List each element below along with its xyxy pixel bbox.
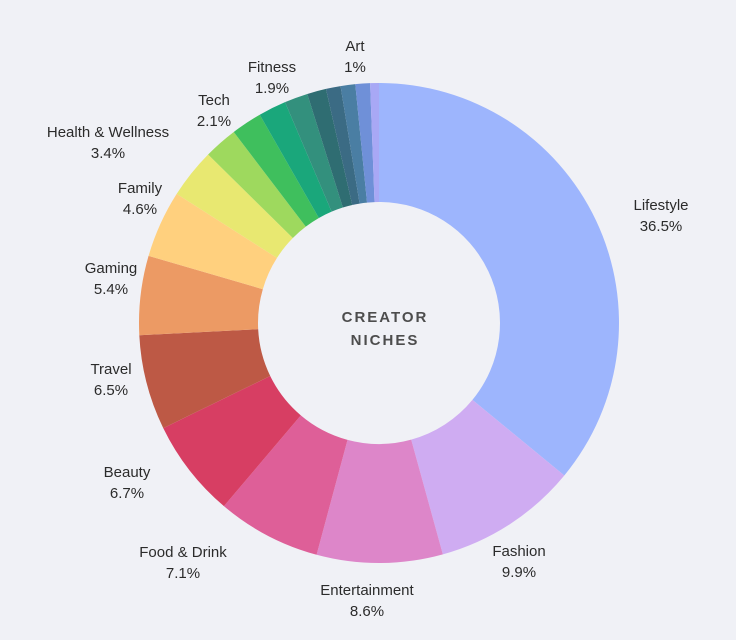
slice-lifestyle (379, 83, 619, 476)
slice-travel (139, 329, 271, 429)
slice-fitness (259, 102, 332, 218)
slice-unlabeled-9 (208, 131, 306, 239)
slice-label-value: 1.9% (255, 80, 289, 97)
slice-label-name: Lifestyle (633, 197, 688, 214)
slice-unlabeled-13 (307, 88, 353, 208)
slice-label-value: 8.6% (350, 603, 384, 620)
slice-label-value: 5.4% (94, 281, 128, 298)
slice-label-name: Entertainment (320, 582, 414, 599)
slice-label-value: 4.6% (123, 201, 157, 218)
slice-fashion (411, 399, 565, 555)
slice-label-name: Beauty (104, 464, 151, 481)
slice-beauty (163, 376, 301, 507)
center-label-line-2: NICHES (351, 332, 420, 349)
slice-label-value: 6.5% (94, 382, 128, 399)
slice-label-name: Health & Wellness (47, 124, 169, 141)
slice-food-drink (223, 415, 348, 555)
slice-art (355, 83, 375, 203)
slice-label-name: Travel (90, 361, 131, 378)
slice-family (148, 193, 277, 290)
slices-layer (139, 83, 619, 564)
slice-unlabeled-15 (340, 84, 368, 204)
slice-label-value: 9.9% (502, 564, 536, 581)
slice-entertainment (316, 439, 443, 564)
slice-label-value: 3.4% (91, 145, 125, 162)
slice-label-name: Food & Drink (139, 544, 227, 561)
slice-label-value: 1% (344, 59, 366, 76)
slice-label-name: Family (118, 180, 163, 197)
center-label-line-1: CREATOR (342, 309, 429, 326)
slice-label-value: 2.1% (197, 113, 231, 130)
slice-label-name: Fitness (248, 59, 296, 76)
labels-layer: Lifestyle 36.5% Fashion 9.9% Entertainment 8.… (47, 38, 689, 620)
slice-label-value: 36.5% (640, 218, 683, 235)
slice-health-wellness (176, 154, 293, 258)
slice-label-value: 6.7% (110, 485, 144, 502)
slice-label-name: Gaming (85, 260, 138, 277)
slice-tech (233, 114, 319, 227)
slice-unlabeled-17 (370, 83, 379, 203)
slice-label-name: Tech (198, 92, 230, 109)
slice-label-value: 7.1% (166, 565, 200, 582)
slice-label-name: Art (345, 38, 365, 55)
slice-gaming (139, 255, 263, 336)
slice-label-name: Fashion (492, 543, 545, 560)
slice-unlabeled-12 (285, 93, 343, 212)
slice-unlabeled-14 (325, 86, 360, 205)
